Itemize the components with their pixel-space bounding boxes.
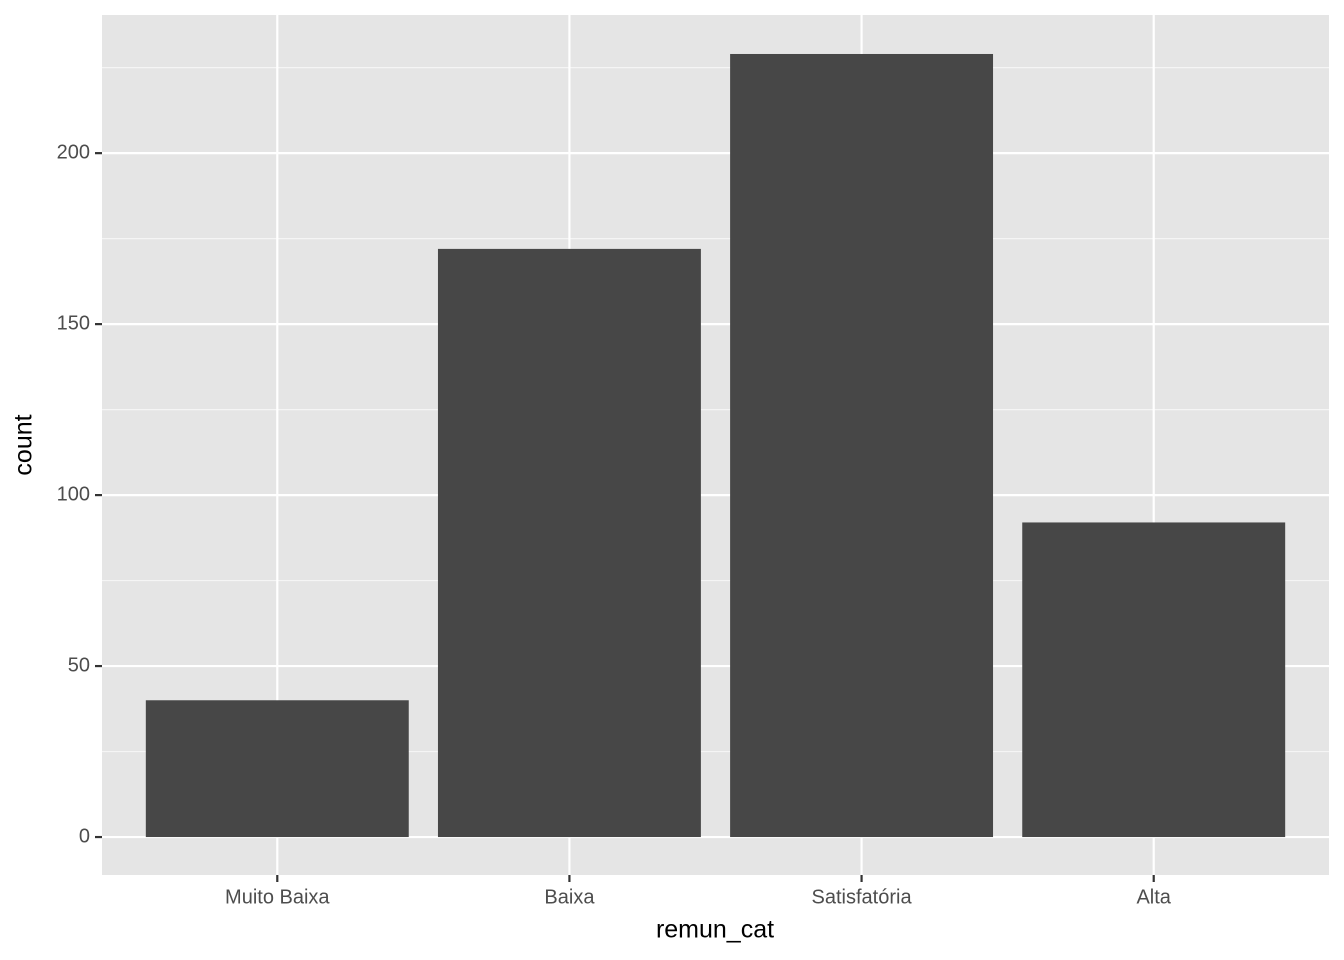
y-tick-label: 200 — [57, 141, 90, 163]
bar — [1022, 522, 1286, 838]
y-tick-label: 50 — [68, 654, 90, 676]
x-tick-label: Muito Baixa — [225, 886, 330, 908]
y-axis-title: count — [10, 414, 38, 475]
bar — [145, 700, 409, 838]
bar — [437, 248, 701, 838]
x-axis-title: remun_cat — [656, 916, 774, 944]
y-tick-label: 0 — [79, 825, 90, 847]
bar — [730, 53, 994, 838]
y-tick-label: 150 — [57, 312, 90, 334]
x-tick-label: Satisfatória — [812, 886, 913, 908]
x-tick-label: Alta — [1136, 886, 1171, 908]
x-tick-label: Baixa — [544, 886, 595, 908]
y-tick-label: 100 — [57, 483, 90, 505]
